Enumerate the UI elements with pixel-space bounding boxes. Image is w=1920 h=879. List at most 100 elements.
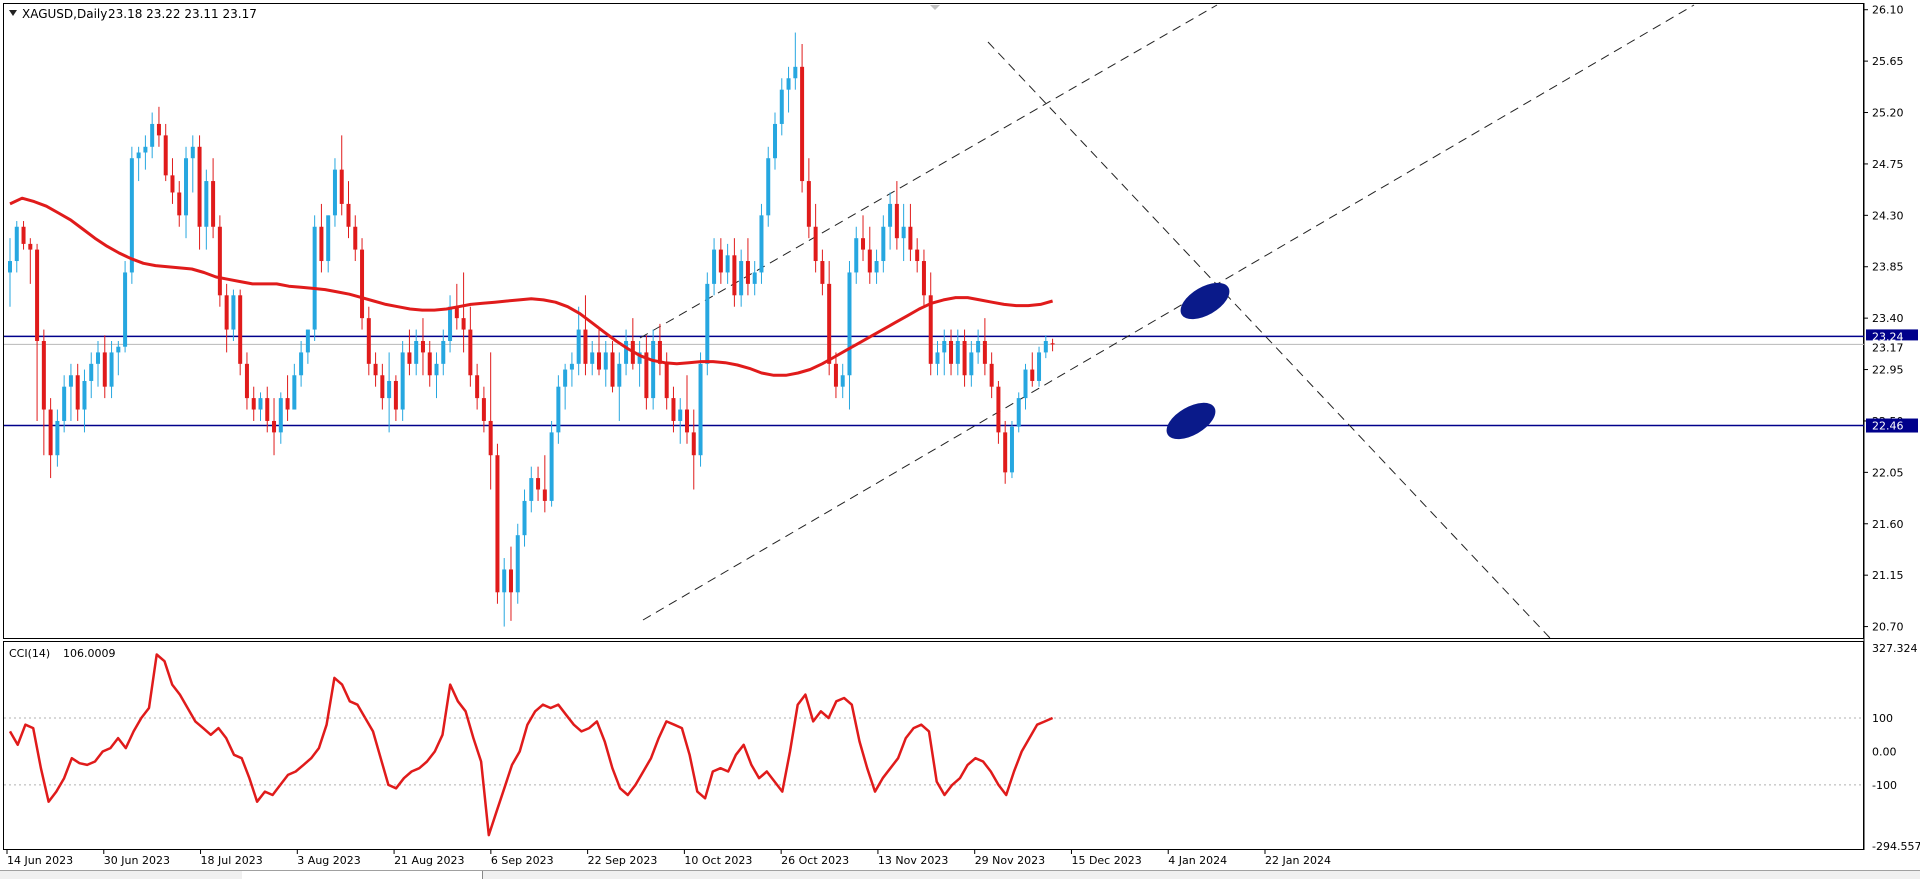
candle-body: [928, 295, 933, 364]
cci-axis: 327.324 100 0.00 -100 -294.557: [4, 642, 1920, 853]
candlesticks: [8, 32, 1055, 627]
candle-body: [360, 249, 365, 319]
candle-body: [48, 409, 53, 456]
candle-body: [576, 329, 581, 364]
cci-tick-label: 327.324: [1872, 642, 1918, 655]
candle-body: [265, 398, 270, 421]
candle-body: [96, 352, 101, 364]
price-tick-label: 21.15: [1872, 569, 1904, 582]
candle-body: [35, 249, 40, 341]
candle-body: [833, 363, 838, 387]
candle-body: [407, 352, 412, 364]
candle-body: [312, 226, 317, 330]
candle-body: [603, 352, 608, 370]
candle-body: [495, 455, 500, 593]
candle-body: [163, 135, 168, 176]
bottom-scrollbar[interactable]: [0, 870, 1920, 879]
current-price-tag: 23.17: [1872, 341, 1904, 354]
candle-body: [1003, 432, 1008, 473]
time-tick-label: 29 Nov 2023: [975, 854, 1045, 867]
candle-body: [468, 329, 473, 376]
candle-body: [217, 226, 222, 296]
candle-body: [624, 340, 629, 364]
time-tick-label: 13 Nov 2023: [878, 854, 948, 867]
candle-body: [190, 146, 195, 159]
candle-body: [583, 329, 588, 364]
downtrend-line[interactable]: [987, 41, 1551, 639]
candle-body: [28, 243, 33, 250]
candle-body: [685, 409, 689, 433]
candle-body: [258, 398, 263, 410]
candle-body: [508, 569, 513, 593]
chart-tab[interactable]: [242, 871, 483, 879]
candle-body: [935, 352, 940, 364]
candle-body: [292, 375, 297, 410]
indicator-panel-frame: [3, 641, 1864, 850]
time-tick-label: 15 Dec 2023: [1071, 854, 1141, 867]
candle-body: [251, 398, 256, 410]
time-axis: 14 Jun 2023 30 Jun 2023 18 Jul 2023 3 Aug 2…: [6, 850, 1331, 867]
candle-body: [305, 329, 310, 353]
candle-body: [827, 283, 832, 364]
candle-body: [664, 363, 669, 399]
candle-body: [563, 369, 568, 387]
candle-body: [786, 78, 791, 90]
collapse-triangle-icon[interactable]: [9, 10, 17, 16]
candle-body: [116, 346, 121, 353]
candle-body: [657, 340, 662, 364]
candle-body: [123, 272, 128, 347]
candle-body: [62, 386, 67, 421]
price-panel-frame: [3, 3, 1864, 639]
time-tick-label: 4 Jan 2024: [1168, 854, 1227, 867]
candle-body: [989, 363, 994, 387]
candle-body: [1016, 398, 1021, 427]
candle-body: [41, 340, 46, 410]
candle-body: [109, 352, 114, 387]
candle-body: [671, 398, 676, 421]
ellipse-marker-icon[interactable]: [1161, 395, 1222, 446]
candle-body: [89, 363, 94, 381]
candle-body: [448, 306, 453, 341]
cci-series-line: [8, 653, 1054, 837]
candle-body: [339, 169, 344, 204]
candle-body: [976, 340, 981, 353]
candle-body: [556, 386, 561, 433]
ellipse-marker-icon[interactable]: [1175, 275, 1236, 326]
price-tick-label: 24.30: [1872, 209, 1904, 222]
candle-body: [888, 203, 893, 227]
candle-body: [366, 318, 371, 364]
candle-body: [651, 340, 656, 399]
candle-body: [949, 340, 954, 364]
candle-body: [515, 535, 520, 593]
ma-line: [9, 196, 1054, 377]
candle-body: [854, 238, 859, 273]
candle-body: [238, 295, 243, 364]
candle-body: [759, 215, 764, 273]
candle-body: [894, 203, 899, 239]
candle-body: [82, 380, 87, 410]
candle-body: [1037, 352, 1042, 381]
price-tick-label: 23.85: [1872, 261, 1904, 274]
candle-body: [962, 340, 967, 376]
time-tick-label: 18 Jul 2023: [201, 854, 263, 867]
cci-tick-label: -100: [1872, 779, 1897, 792]
cci-tick-label: -294.557: [1872, 840, 1920, 853]
candle-body: [170, 175, 175, 193]
candle-body: [400, 352, 405, 410]
time-tick-label: 30 Jun 2023: [104, 854, 170, 867]
cci-line: [8, 653, 1054, 837]
current-price-tag-bg: [1866, 340, 1918, 355]
candle-body: [522, 500, 527, 536]
channel-lower-line[interactable]: [642, 4, 1695, 621]
scroll-marker-icon[interactable]: [930, 5, 940, 10]
candle-body: [177, 192, 182, 216]
candle-body: [461, 318, 466, 330]
candle-body: [942, 340, 947, 353]
ohlc-readout: 23.18 23.22 23.11 23.17: [108, 7, 257, 21]
cci-tick-label: 0.00: [1872, 745, 1897, 758]
candle-body: [766, 158, 771, 216]
candle-body: [231, 295, 236, 330]
candle-body: [380, 375, 385, 399]
price-tick-label: 20.70: [1872, 621, 1904, 634]
